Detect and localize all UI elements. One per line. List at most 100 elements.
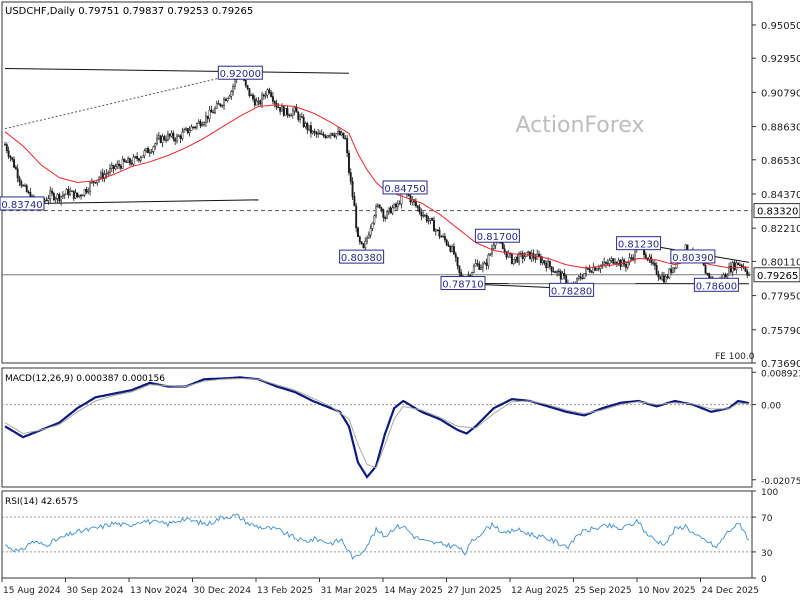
- candle-body: [542, 260, 543, 262]
- candle-body: [316, 132, 317, 134]
- candle-body: [138, 159, 139, 161]
- candle-body: [117, 164, 118, 167]
- y-tick-label: 0.88630: [761, 123, 800, 134]
- candle-body: [363, 244, 364, 248]
- candle-body: [254, 99, 255, 105]
- candle-body: [444, 236, 445, 240]
- candle-body: [625, 264, 626, 267]
- candle-body: [57, 194, 58, 198]
- candle-body: [736, 263, 737, 270]
- candle-body: [645, 255, 646, 258]
- candle-body: [153, 147, 154, 152]
- candle-body: [283, 106, 284, 115]
- price-label: 0.80390: [672, 253, 713, 264]
- candle-body: [263, 95, 264, 96]
- candle-body: [12, 158, 13, 160]
- candle-body: [450, 246, 451, 251]
- y-tick-label: 0.80110: [761, 257, 800, 268]
- candle-body: [290, 115, 291, 116]
- candle-body: [388, 208, 389, 211]
- candle-body: [71, 191, 72, 192]
- candle-body: [517, 257, 518, 262]
- y-tick-label: 0.008923: [761, 369, 800, 379]
- candle-body: [473, 266, 474, 272]
- candle-body: [598, 269, 599, 270]
- candle-body: [623, 260, 624, 264]
- candle-body: [50, 191, 51, 199]
- candle-body: [51, 191, 52, 193]
- price-label: 0.92000: [220, 69, 261, 80]
- candle-body: [167, 134, 168, 140]
- candle-body: [339, 131, 340, 135]
- candle-body: [352, 181, 353, 196]
- candle-body: [430, 218, 431, 220]
- candle-body: [229, 96, 230, 98]
- candle-body: [584, 273, 585, 278]
- candle-body: [381, 208, 382, 210]
- candle-body: [665, 277, 666, 282]
- candle-body: [109, 168, 110, 173]
- candle-body: [176, 136, 177, 141]
- candle-body: [46, 200, 47, 201]
- candle-body: [310, 126, 311, 133]
- candle-body: [727, 275, 728, 277]
- candle-body: [392, 208, 393, 213]
- candle-body: [361, 242, 362, 244]
- candle-body: [4, 144, 5, 145]
- macd-title: MACD(12,26,9) 0.000387 0.000156: [5, 374, 165, 384]
- candle-body: [355, 206, 356, 228]
- candle-body: [544, 260, 545, 263]
- chart-header: USDCHF,Daily 0.79751 0.79837 0.79253 0.7…: [5, 6, 253, 17]
- candle-body: [207, 116, 208, 119]
- candle-body: [133, 157, 134, 164]
- candle-body: [441, 236, 442, 237]
- candle-body: [187, 128, 188, 132]
- panel-frame-rsi: [2, 491, 752, 578]
- candle-body: [328, 136, 329, 137]
- candle-body: [185, 128, 186, 129]
- candle-body: [158, 136, 159, 138]
- y-tick-label: 0.00: [761, 402, 781, 412]
- candle-body: [256, 101, 257, 105]
- candle-body: [375, 206, 376, 215]
- candle-body: [341, 133, 342, 135]
- candle-body: [305, 123, 306, 127]
- x-tick-label: 10 Nov 2025: [638, 586, 696, 596]
- candle-body: [234, 80, 235, 87]
- candle-body: [631, 258, 632, 259]
- candle-body: [184, 130, 185, 132]
- candle-body: [448, 245, 449, 247]
- candle-body: [654, 263, 655, 265]
- candle-body: [390, 208, 391, 213]
- candle-body: [312, 131, 313, 133]
- candle-body: [225, 99, 226, 101]
- candle-body: [613, 259, 614, 264]
- candle-body: [546, 263, 547, 267]
- candle-body: [182, 132, 183, 139]
- candle-body: [565, 276, 566, 284]
- candle-body: [6, 145, 7, 151]
- y-tick-label: 100: [761, 488, 778, 498]
- candle-body: [274, 101, 275, 103]
- candle-body: [674, 268, 675, 269]
- candle-body: [113, 165, 114, 169]
- candle-body: [453, 246, 454, 253]
- candle-body: [451, 246, 452, 251]
- candle-body: [227, 98, 228, 101]
- candle-body: [564, 273, 565, 276]
- rsi-title: RSI(14) 42.6575: [5, 497, 78, 507]
- candle-body: [658, 274, 659, 277]
- candle-body: [482, 264, 483, 268]
- candle-body: [442, 236, 443, 237]
- candle-body: [162, 136, 163, 142]
- candle-body: [69, 191, 70, 194]
- candle-body: [609, 260, 610, 263]
- candle-body: [670, 269, 671, 272]
- candle-body: [591, 272, 592, 273]
- candle-body: [289, 115, 290, 116]
- candle-body: [455, 254, 456, 257]
- candle-body: [127, 158, 128, 162]
- candle-body: [656, 265, 657, 274]
- candle-body: [203, 123, 204, 125]
- candle-body: [594, 267, 595, 270]
